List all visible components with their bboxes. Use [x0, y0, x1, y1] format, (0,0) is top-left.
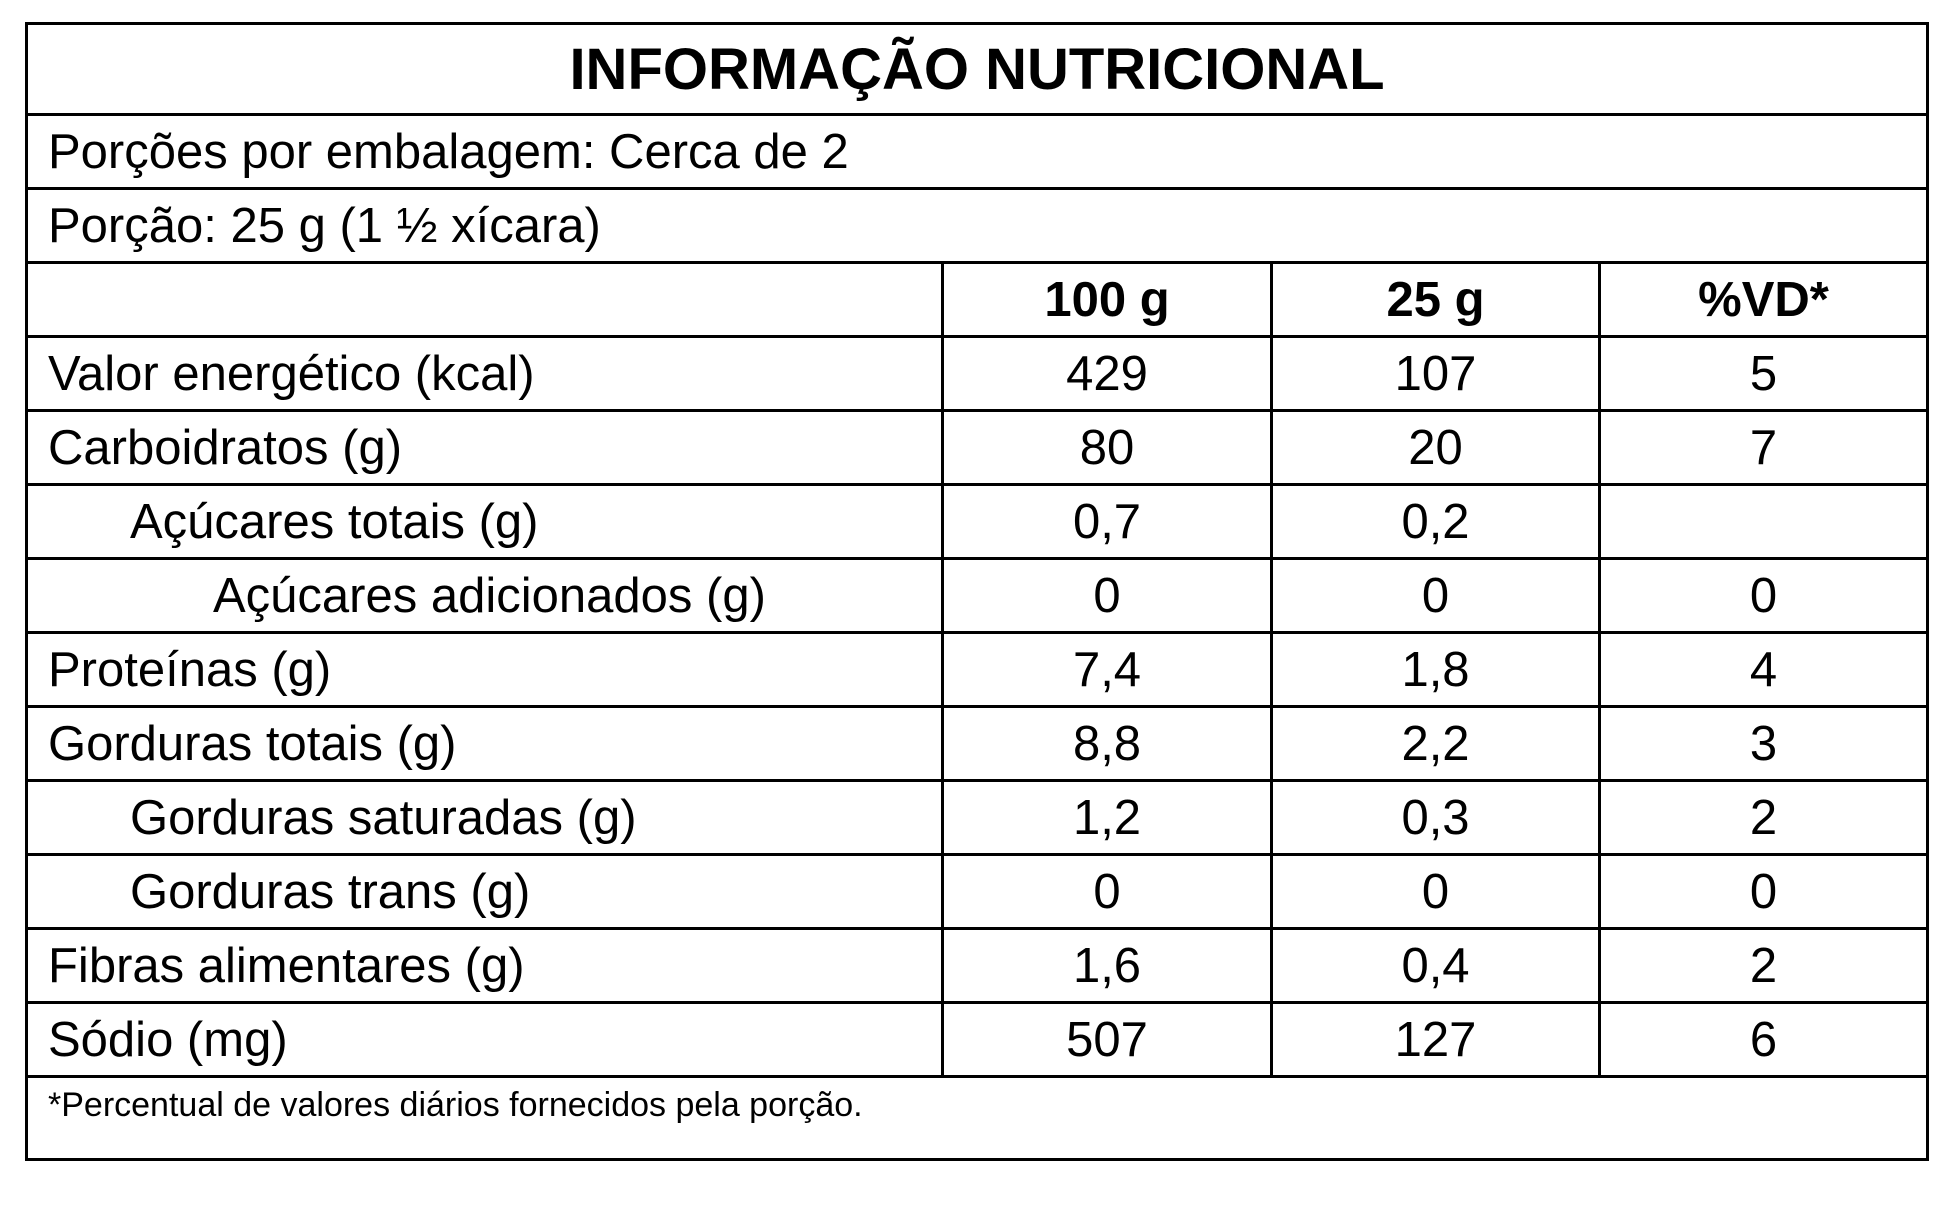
- value-100g: 1,2: [941, 779, 1273, 856]
- column-header: 100 g: [941, 261, 1273, 338]
- nutrient-label: Açúcares totais (g): [25, 483, 944, 560]
- value-100g: 80: [941, 409, 1273, 486]
- daily-value: 2: [1597, 927, 1930, 1004]
- value-100g: 0: [941, 557, 1273, 634]
- nutrient-label: Gorduras saturadas (g): [25, 779, 944, 856]
- nutrient-label: Gorduras trans (g): [25, 853, 944, 930]
- nutrient-label: Sódio (mg): [25, 1001, 944, 1078]
- daily-value: 7: [1597, 409, 1930, 486]
- daily-value: 4: [1597, 631, 1930, 708]
- nutrient-label: Proteínas (g): [25, 631, 944, 708]
- nutrient-row: Gorduras saturadas (g) 1,2 0,3 2: [25, 779, 1930, 856]
- blank-cell: [25, 261, 944, 338]
- daily-value: 5: [1597, 335, 1930, 412]
- value-100g: 8,8: [941, 705, 1273, 782]
- daily-value: [1597, 483, 1930, 560]
- nutrient-row: Sódio (mg) 507 127 6: [25, 1001, 1930, 1078]
- column-header: 25 g: [1270, 261, 1601, 338]
- value-100g: 507: [941, 1001, 1273, 1078]
- title: INFORMAÇÃO NUTRICIONAL: [24, 22, 1930, 116]
- nutrition-table: INFORMAÇÃO NUTRICIONAL Porções por embal…: [24, 22, 1930, 1161]
- nutrient-row: Valor energético (kcal) 429 107 5: [25, 335, 1930, 412]
- value-100g: 429: [941, 335, 1273, 412]
- daily-value: 3: [1597, 705, 1930, 782]
- column-header: %VD*: [1597, 261, 1930, 338]
- daily-value: 2: [1597, 779, 1930, 856]
- nutrient-row: Açúcares totais (g) 0,7 0,2: [25, 483, 1930, 560]
- value-serving: 0,2: [1270, 483, 1601, 560]
- value-serving: 0: [1270, 853, 1601, 930]
- nutrient-label: Valor energético (kcal): [25, 335, 944, 412]
- serving-size: Porção: 25 g (1 ½ xícara): [24, 187, 1930, 264]
- value-serving: 2,2: [1270, 705, 1601, 782]
- nutrient-row: Gorduras trans (g) 0 0 0: [25, 853, 1930, 930]
- daily-value: 0: [1597, 557, 1930, 634]
- footnote: *Percentual de valores diários fornecido…: [24, 1075, 1930, 1161]
- nutrient-row: Gorduras totais (g) 8,8 2,2 3: [25, 705, 1930, 782]
- value-serving: 0,4: [1270, 927, 1601, 1004]
- daily-value: 6: [1597, 1001, 1930, 1078]
- servings: Porções por embalagem: Cerca de 2: [24, 113, 1930, 190]
- nutrient-row: Proteínas (g) 7,4 1,8 4: [25, 631, 1930, 708]
- nutrient-row: Fibras alimentares (g) 1,6 0,4 2: [25, 927, 1930, 1004]
- value-serving: 127: [1270, 1001, 1601, 1078]
- value-serving: 20: [1270, 409, 1601, 486]
- nutrient-label: Carboidratos (g): [25, 409, 944, 486]
- nutrient-row: Carboidratos (g) 80 20 7: [25, 409, 1930, 486]
- value-100g: 0,7: [941, 483, 1273, 560]
- value-serving: 107: [1270, 335, 1601, 412]
- nutrient-label: Fibras alimentares (g): [25, 927, 944, 1004]
- value-serving: 0,3: [1270, 779, 1601, 856]
- nutrient-label: Gorduras totais (g): [25, 705, 944, 782]
- nutrient-label: Açúcares adicionados (g): [25, 557, 944, 634]
- value-100g: 1,6: [941, 927, 1273, 1004]
- nutrient-row: Açúcares adicionados (g) 0 0 0: [25, 557, 1930, 634]
- value-serving: 0: [1270, 557, 1601, 634]
- value-serving: 1,8: [1270, 631, 1601, 708]
- value-100g: 0: [941, 853, 1273, 930]
- value-100g: 7,4: [941, 631, 1273, 708]
- daily-value: 0: [1597, 853, 1930, 930]
